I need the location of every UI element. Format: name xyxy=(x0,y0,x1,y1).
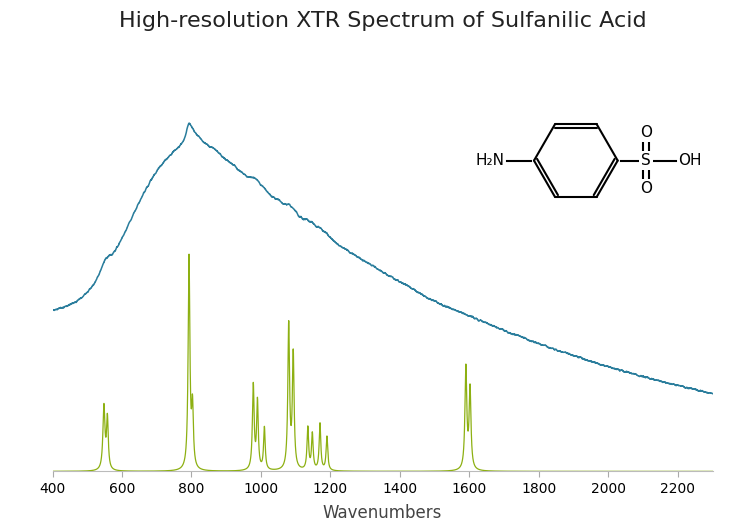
Text: OH: OH xyxy=(679,153,702,168)
Text: O: O xyxy=(640,181,652,196)
Text: H₂N: H₂N xyxy=(476,153,504,168)
Text: O: O xyxy=(640,125,652,140)
Text: S: S xyxy=(641,153,651,168)
X-axis label: Wavenumbers: Wavenumbers xyxy=(322,504,442,518)
Title: High-resolution XTR Spectrum of Sulfanilic Acid: High-resolution XTR Spectrum of Sulfanil… xyxy=(118,11,646,31)
